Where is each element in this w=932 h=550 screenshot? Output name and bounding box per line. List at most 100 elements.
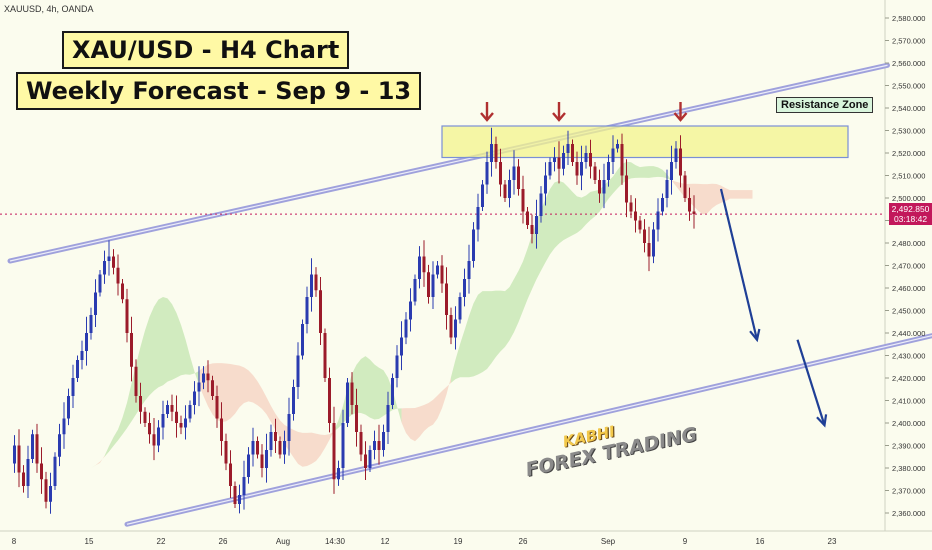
candle-body <box>575 162 579 176</box>
candle-body <box>206 373 210 381</box>
cloud-segment <box>338 405 343 428</box>
candle-body <box>449 315 453 338</box>
candle-body <box>170 405 174 412</box>
cloud-segment <box>176 312 181 378</box>
cloud-segment <box>595 189 600 217</box>
cloud-segment <box>320 434 325 456</box>
cloud-segment <box>716 184 721 205</box>
cloud-segment <box>523 248 528 311</box>
cloud-segment <box>500 290 505 352</box>
cloud-segment <box>631 162 636 179</box>
candle-body <box>413 279 417 302</box>
candle-body <box>526 211 529 225</box>
candle-body <box>589 153 592 167</box>
bar-countdown: 03:18:42 <box>893 214 928 224</box>
candle-body <box>458 297 462 320</box>
candle-body <box>166 405 169 414</box>
time-tick-label: 26 <box>519 537 528 546</box>
price-tick-label: 2,510.000 <box>892 172 925 181</box>
candle-body <box>62 418 66 435</box>
ichimoku-cloud <box>46 161 753 470</box>
current-price-value: 2,492.850 <box>891 204 930 214</box>
candle-body <box>242 477 246 495</box>
candle-body <box>508 180 511 198</box>
candles <box>13 127 696 514</box>
time-tick-label: Sep <box>601 537 616 546</box>
candle-body <box>269 432 273 450</box>
candle-body <box>521 189 525 212</box>
cloud-segment <box>253 375 258 406</box>
candle-body <box>328 378 331 423</box>
candle-body <box>292 387 295 414</box>
candle-body <box>557 157 561 169</box>
candle-body <box>670 162 673 180</box>
candle-body <box>202 373 205 383</box>
cloud-segment <box>185 339 190 375</box>
candle-body <box>13 445 16 464</box>
candle-body <box>211 380 214 396</box>
candle-body <box>229 463 232 486</box>
candle-body <box>580 162 583 176</box>
candle-body <box>157 427 160 446</box>
price-tick-label: 2,470.000 <box>892 262 925 271</box>
candle-body <box>184 418 187 428</box>
channel-lower-highlight <box>126 335 932 525</box>
price-tick-label: 2,430.000 <box>892 352 925 361</box>
cloud-segment <box>545 189 550 263</box>
candle-body <box>319 290 322 333</box>
candle-body <box>179 423 183 428</box>
candle-body <box>418 256 421 279</box>
time-tick-label: 16 <box>756 537 765 546</box>
time-axis: 8 15 22 26 Aug 14:30 12 19 26 Sep 9 16 23 <box>12 537 837 546</box>
candle-body <box>148 423 151 435</box>
cloud-segment <box>505 287 510 347</box>
cloud-segment <box>671 180 676 187</box>
time-tick-label: Aug <box>276 537 290 546</box>
candle-body <box>89 315 93 333</box>
current-price-tag[interactable]: 2,492.850 03:18:42 <box>889 203 932 225</box>
candle-body <box>584 153 588 162</box>
candle-body <box>116 267 120 284</box>
candle-body <box>661 198 664 212</box>
time-tick-label: 15 <box>85 537 94 546</box>
price-axis: 2,580.000 2,570.000 2,560.000 2,550.000 2,54… <box>885 14 925 518</box>
candle-body <box>67 396 70 419</box>
candle-body <box>35 434 39 464</box>
cloud-segment <box>491 290 496 364</box>
candle-body <box>103 261 106 275</box>
candle-body <box>683 175 687 198</box>
candle-body <box>40 463 43 480</box>
cloud-segment <box>163 297 168 386</box>
cloud-segment <box>496 290 501 357</box>
cloud-segment <box>316 433 321 462</box>
time-tick-label: 23 <box>828 537 837 546</box>
cloud-segment <box>640 166 645 178</box>
candle-body <box>134 366 138 396</box>
candle-body <box>607 162 610 180</box>
candle-body <box>26 459 30 486</box>
ascending-channel <box>7 62 932 527</box>
candle-body <box>517 166 520 189</box>
cloud-segment <box>356 358 361 413</box>
candle-body <box>620 144 624 176</box>
cloud-segment <box>311 432 316 464</box>
down-arrow-icon-head <box>552 112 566 122</box>
cloud-segment <box>280 420 285 445</box>
candle-body <box>337 468 340 480</box>
cloud-segment <box>487 291 492 369</box>
candle-body <box>175 411 178 423</box>
candle-body <box>94 292 97 315</box>
candle-body <box>634 211 637 221</box>
cloud-segment <box>586 191 591 225</box>
time-tick-label: 26 <box>219 537 228 546</box>
candle-body <box>22 472 25 486</box>
candle-body <box>125 299 129 333</box>
cloud-segment <box>559 180 564 244</box>
candle-body <box>130 333 133 367</box>
cloud-segment <box>374 364 379 420</box>
cloud-segment <box>172 304 177 380</box>
candle-body <box>301 324 304 356</box>
candle-body <box>76 360 79 378</box>
cloud-segment <box>703 184 708 215</box>
